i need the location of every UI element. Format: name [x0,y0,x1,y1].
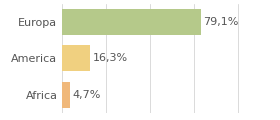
Bar [62,45,90,71]
Text: 79,1%: 79,1% [203,17,238,27]
Bar [62,9,201,35]
Text: 16,3%: 16,3% [92,53,127,63]
Text: 4,7%: 4,7% [72,90,100,100]
Bar [62,82,70,108]
